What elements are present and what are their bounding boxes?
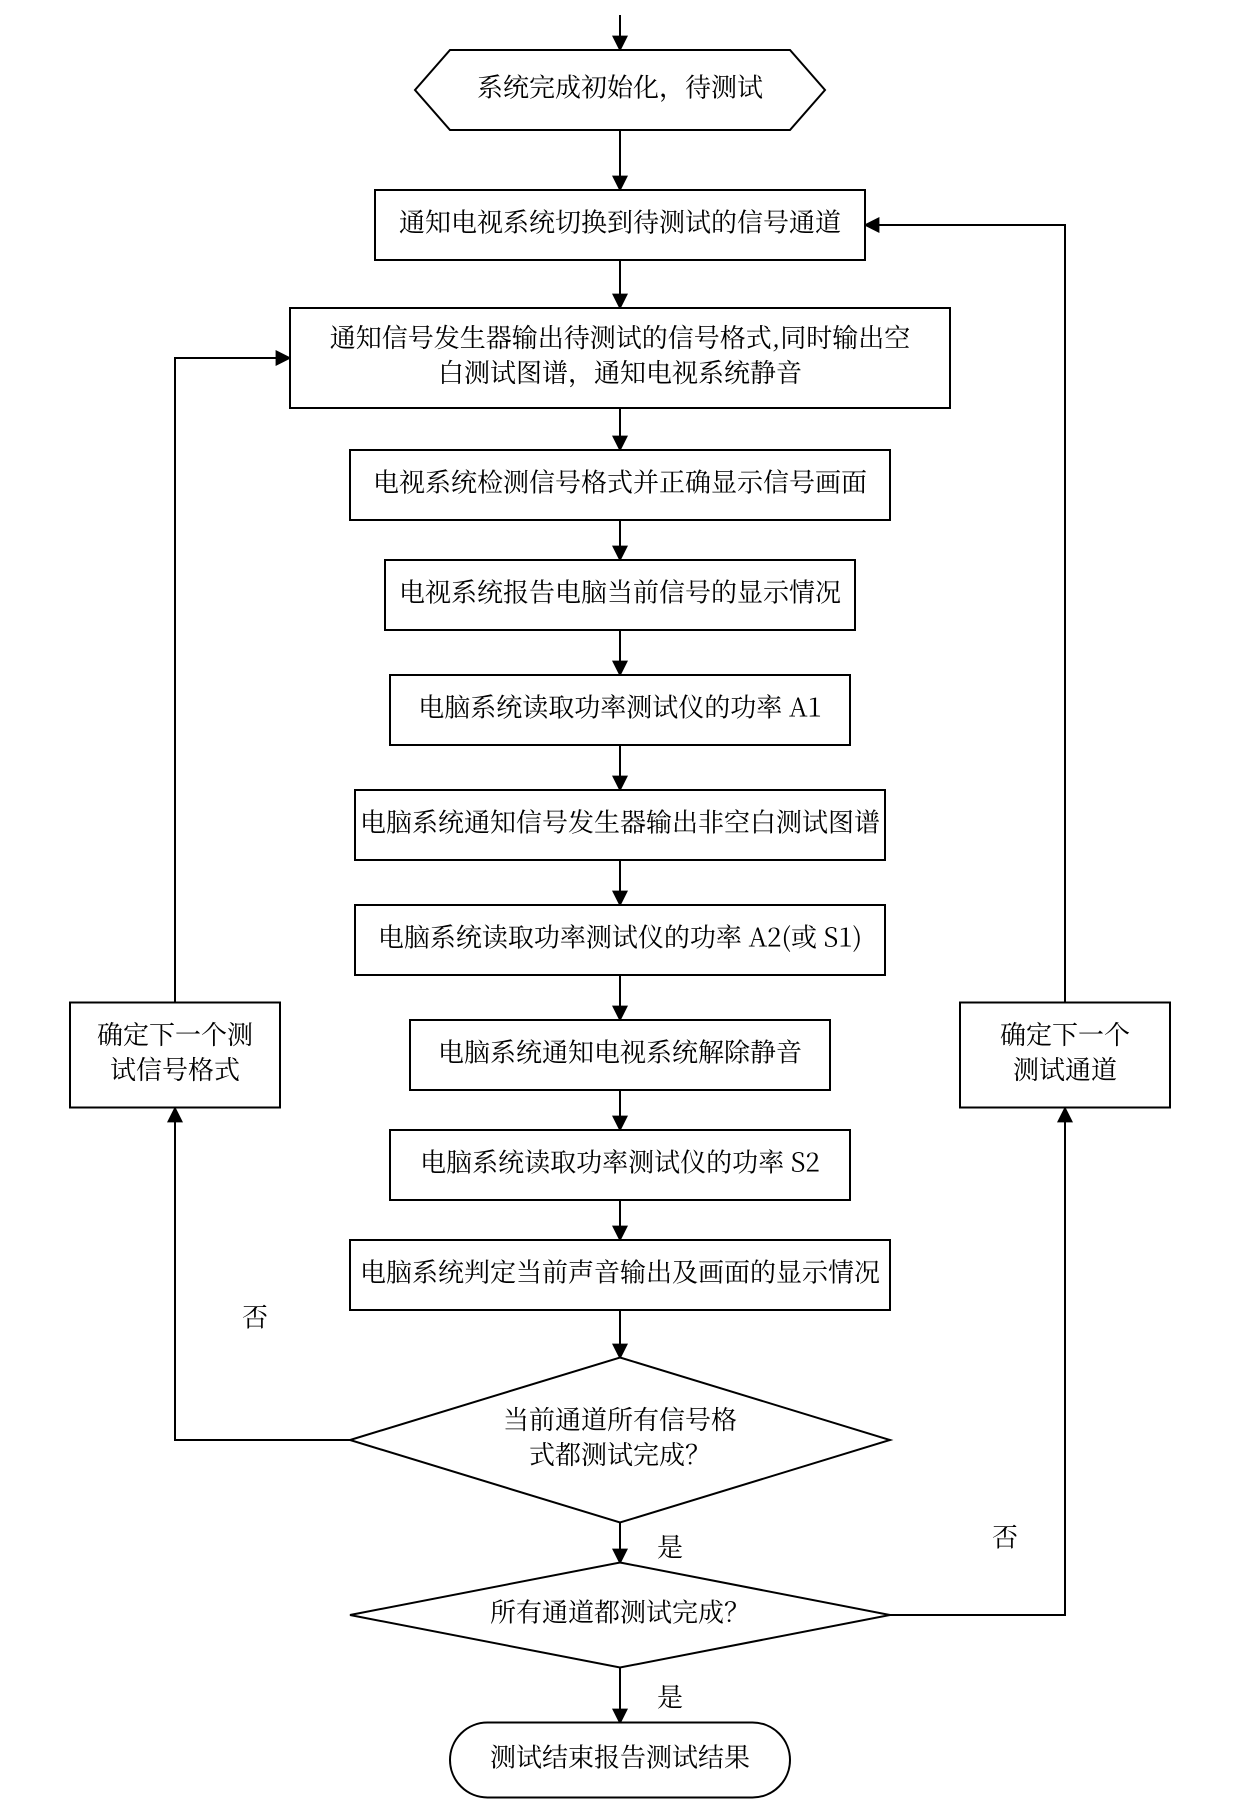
edge-label: 否: [992, 1518, 1018, 1555]
node-text: 电脑系统通知电视系统解除静音: [438, 1033, 802, 1070]
node-text: 电脑系统通知信号发生器输出非空白测试图谱: [360, 803, 880, 840]
edge-label: 是: [657, 1678, 683, 1715]
edge: [175, 1108, 350, 1440]
node-text: 所有通道都测试完成？: [490, 1593, 750, 1630]
node-text: 通知电视系统切换到待测试的信号通道: [399, 203, 841, 240]
edge: [890, 1108, 1065, 1615]
node-text: 电视系统检测信号格式并正确显示信号画面: [373, 463, 867, 500]
node-n3: 电视系统检测信号格式并正确显示信号画面: [350, 450, 890, 520]
node-text: 电脑系统读取功率测试仪的功率 A1: [418, 688, 822, 725]
node-text: 当前通道所有信号格: [503, 1400, 737, 1437]
node-left: 确定下一个测试信号格式: [70, 1003, 280, 1108]
node-n1: 通知电视系统切换到待测试的信号通道: [375, 190, 865, 260]
node-n9: 电脑系统读取功率测试仪的功率 S2: [390, 1130, 850, 1200]
node-text: 白测试图谱，通知电视系统静音: [438, 353, 802, 390]
edge-label: 否: [242, 1298, 268, 1335]
node-n2: 通知信号发生器输出待测试的信号格式,同时输出空白测试图谱，通知电视系统静音: [290, 308, 950, 408]
node-d1: 当前通道所有信号格式都测试完成？: [350, 1358, 890, 1523]
node-text: 电脑系统读取功率测试仪的功率 S2: [420, 1143, 820, 1180]
node-text: 测试通道: [1013, 1050, 1117, 1087]
node-text: 确定下一个测: [97, 1015, 253, 1052]
node-start: 系统完成初始化，待测试: [415, 50, 825, 130]
node-text: 试信号格式: [110, 1050, 240, 1087]
edge-label: 是: [657, 1528, 683, 1565]
node-text: 式都测试完成？: [529, 1435, 711, 1472]
node-text: 电视系统报告电脑当前信号的显示情况: [399, 573, 841, 610]
node-n7: 电脑系统读取功率测试仪的功率 A2(或 S1): [355, 905, 885, 975]
node-text: 电脑系统判定当前声音输出及画面的显示情况: [360, 1253, 880, 1290]
node-n6: 电脑系统通知信号发生器输出非空白测试图谱: [355, 790, 885, 860]
node-n4: 电视系统报告电脑当前信号的显示情况: [385, 560, 855, 630]
node-text: 测试结束报告测试结果: [490, 1738, 750, 1775]
node-text: 通知信号发生器输出待测试的信号格式,同时输出空: [330, 318, 911, 355]
node-end: 测试结束报告测试结果: [450, 1723, 790, 1798]
node-n5: 电脑系统读取功率测试仪的功率 A1: [390, 675, 850, 745]
edge: [175, 358, 290, 1003]
node-right: 确定下一个测试通道: [960, 1003, 1170, 1108]
node-text: 确定下一个: [1000, 1015, 1130, 1052]
node-d2: 所有通道都测试完成？: [350, 1563, 890, 1668]
node-n10: 电脑系统判定当前声音输出及画面的显示情况: [350, 1240, 890, 1310]
node-n8: 电脑系统通知电视系统解除静音: [410, 1020, 830, 1090]
flowchart-canvas: 是是否否系统完成初始化，待测试通知电视系统切换到待测试的信号通道通知信号发生器输…: [0, 0, 1240, 1815]
node-text: 电脑系统读取功率测试仪的功率 A2(或 S1): [378, 918, 862, 955]
node-text: 系统完成初始化，待测试: [477, 68, 763, 105]
